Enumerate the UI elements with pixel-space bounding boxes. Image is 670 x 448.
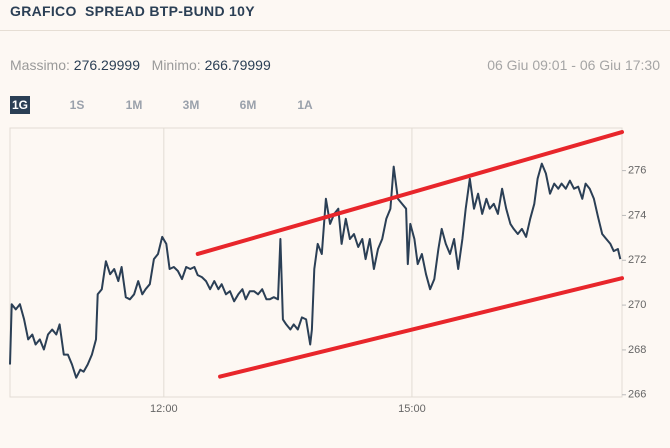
date-range: 06 Giu 09:01 - 06 Giu 17:30	[487, 57, 660, 73]
trend-line	[218, 276, 624, 379]
plot-frame	[9, 127, 623, 398]
range-tab[interactable]: 1S	[69, 98, 85, 112]
y-tick-label: 276	[628, 164, 646, 176]
y-tick-label: 270	[628, 299, 646, 311]
x-tick-label: 15:00	[398, 403, 426, 415]
separator	[0, 30, 670, 31]
y-tick-label: 274	[628, 209, 646, 221]
title: GRAFICO SPREAD BTP-BUND 10Y	[10, 3, 255, 19]
y-tick-label: 268	[628, 344, 646, 356]
range-tab[interactable]: 1A	[297, 98, 313, 112]
y-tick-label: 266	[628, 389, 646, 401]
range-tab[interactable]: 3M	[182, 98, 200, 112]
range-tab[interactable]: 1G	[10, 96, 30, 114]
trend-line	[195, 130, 624, 256]
x-tick-label: 12:00	[150, 403, 178, 415]
price-line	[9, 162, 622, 379]
range-tab[interactable]: 1M	[125, 98, 143, 112]
max-label: Massimo:	[10, 57, 70, 73]
y-tick-label: 272	[628, 254, 646, 266]
min-value: 266.79999	[204, 57, 271, 73]
tabs: 1G 1S 1M 3M 6M 1A	[10, 96, 352, 114]
range-tab[interactable]: 6M	[239, 98, 257, 112]
min-label: Minimo:	[151, 57, 201, 73]
max-value: 276.29999	[73, 57, 140, 73]
stats: Massimo: 276.29999 Minimo: 266.79999	[10, 57, 271, 73]
